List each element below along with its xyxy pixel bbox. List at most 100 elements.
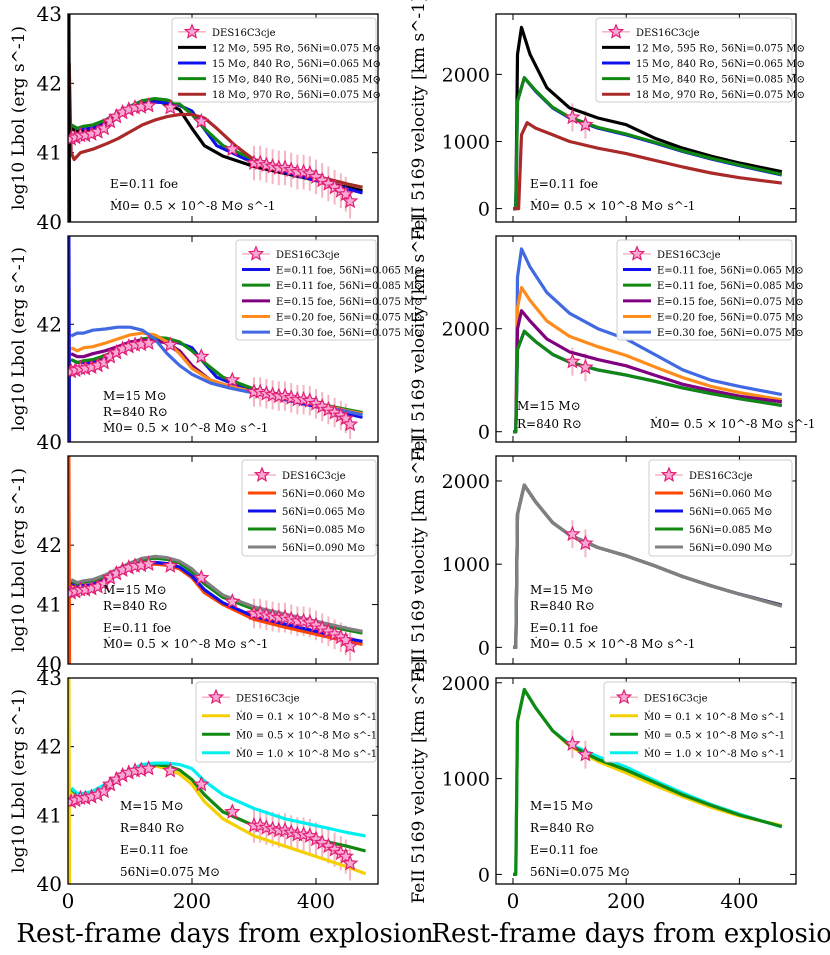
obs-star	[140, 96, 157, 113]
legend-entry: 56Ni=0.065 M⊙	[689, 507, 772, 518]
y-axis-label: FeII 5169 velocity [km s^-1]	[409, 216, 429, 461]
y-tick-label: 0	[478, 864, 490, 886]
y-tick-label: 1000	[442, 554, 490, 576]
legend-star-marker	[615, 688, 633, 705]
annotation-text: R=840 R⊙	[103, 599, 168, 613]
annotation-text: E=0.11 foe	[530, 621, 598, 635]
legend: DES16C3cje 56Ni=0.060 M⊙ 56Ni=0.065 M⊙ 56Ni…	[241, 459, 377, 557]
obs-star	[341, 637, 359, 654]
legend-entry: E=0.11 foe, 56Ni=0.085 M⊙	[657, 281, 804, 292]
obs-star	[193, 569, 210, 585]
legend-box	[616, 239, 793, 341]
series-line	[513, 247, 783, 434]
y-tick-label: 0	[478, 637, 490, 659]
obs-star	[577, 358, 594, 375]
legend-entry: 12 M⊙, 595 R⊙, 56Ni=0.075 M⊙	[212, 43, 381, 54]
obs-star	[577, 116, 594, 132]
y-tick-label: 43	[37, 666, 62, 690]
y-tick-label: 1000	[442, 769, 490, 791]
y-axis-label: FeII 5169 velocity [km s^-1]	[409, 0, 429, 241]
obs-star	[140, 334, 157, 351]
legend-entry: E=0.11 foe, 56Ni=0.085 M⊙	[276, 281, 423, 292]
x-tick-label: 200	[173, 889, 211, 913]
y-axis-label: log10 Lbol (erg s^-1)	[9, 468, 29, 652]
legend-entry: 56Ni=0.085 M⊙	[282, 525, 365, 536]
y-tick-label: 40	[37, 210, 62, 234]
panel-p8: 0 200 400 0 1000 2000 FeII 5169 velocity [km s…	[409, 658, 797, 913]
legend-entry: E=0.11 foe, 56Ni=0.065 M⊙	[657, 266, 804, 277]
annotation-text: M=15 M⊙	[120, 799, 184, 813]
annotation-text: M=15 M⊙	[103, 389, 167, 403]
annotation-text: 56Ni=0.075 M⊙	[120, 865, 220, 879]
x-axis-label-right: Rest-frame days from explosion	[431, 919, 830, 949]
annotation-text: Ṁ0= 0.5 × 10^-8 M⊙ s^-1	[103, 420, 268, 435]
legend-entry: Ṁ0 = 0.5 × 10^-8 M⊙ s^-1	[236, 729, 377, 741]
legend-entry: E=0.30 foe, 56Ni=0.075 M⊙	[657, 328, 804, 339]
obs-star	[564, 108, 581, 125]
legend-entry: DES16C3cje	[689, 471, 753, 482]
obs-star	[193, 775, 210, 792]
annotation-text: E=0.11 foe	[103, 621, 171, 635]
obs-star	[577, 746, 594, 762]
annotation-text: R=840 R⊙	[103, 405, 168, 419]
panel-frame	[67, 455, 379, 665]
annotation-text: 56Ni=0.075 M⊙	[530, 865, 630, 879]
legend-box	[603, 681, 793, 763]
panel-frame	[495, 455, 797, 665]
panel-p1: 40 41 42 43 log10 Lbol (erg s^-1) E=0.11 foe Ṁ…	[9, 2, 381, 234]
legend-box	[648, 459, 793, 557]
y-tick-label: 40	[37, 430, 62, 454]
legend-entry: 15 M⊙, 840 R⊙, 56Ni=0.085 M⊙	[212, 75, 381, 86]
panel-frame	[67, 235, 379, 443]
annotation-text: R=840 R⊙	[120, 821, 185, 835]
legend: DES16C3cje E=0.11 foe, 56Ni=0.065 M⊙ E=0.1…	[235, 239, 423, 341]
y-tick-label: 42	[37, 735, 62, 759]
legend-entry: 56Ni=0.060 M⊙	[689, 489, 772, 500]
plot-area	[68, 14, 363, 222]
legend-entry: E=0.15 foe, 56Ni=0.075 M⊙	[276, 297, 423, 308]
y-tick-label: 2000	[442, 673, 490, 695]
legend-entry: 56Ni=0.090 M⊙	[282, 543, 365, 554]
panel-p6: 0 1000 2000 FeII 5169 velocity [km s^-1] M=1…	[409, 437, 797, 683]
y-axis-label: log10 Lbol (erg s^-1)	[9, 26, 29, 210]
obs-star	[224, 140, 241, 157]
legend-entry: 56Ni=0.090 M⊙	[689, 543, 772, 554]
obs-star	[140, 555, 157, 572]
legend-entry: 15 M⊙, 840 R⊙, 56Ni=0.085 M⊙	[636, 75, 805, 86]
legend-entry: E=0.20 foe, 56Ni=0.075 M⊙	[276, 313, 423, 324]
obs-star	[341, 415, 359, 432]
legend: DES16C3cje E=0.11 foe, 56Ni=0.065 M⊙ E=0.1…	[616, 239, 804, 341]
annotation-text: E=0.11 foe	[110, 177, 178, 191]
legend-entry: Ṁ0 = 1.0 × 10^-8 M⊙ s^-1	[236, 748, 377, 760]
legend: DES16C3cje Ṁ0 = 0.1 × 10^-8 M⊙ s^-1 Ṁ0 = 0…	[195, 681, 377, 763]
annotation-text: M=15 M⊙	[530, 583, 594, 597]
legend: DES16C3cje 12 M⊙, 595 R⊙, 56Ni=0.075 M⊙ 15…	[595, 17, 805, 103]
legend-entry: Ṁ0 = 0.1 × 10^-8 M⊙ s^-1	[236, 711, 377, 723]
legend-entry: DES16C3cje	[236, 693, 300, 704]
obs-star	[193, 348, 210, 364]
y-tick-label: 1000	[442, 131, 490, 153]
legend-star-marker	[607, 23, 625, 39]
obs-star	[140, 760, 157, 776]
x-tick-label: 400	[720, 889, 758, 913]
panel-frame	[67, 13, 379, 223]
legend-entry: 56Ni=0.065 M⊙	[282, 507, 365, 518]
plot-area	[513, 483, 783, 649]
panel-p7: 0 200 400 40 41 42 43 log10 Lbol (erg s^-1) M=15…	[9, 666, 379, 913]
y-tick-label: 40	[37, 872, 62, 896]
legend-box	[195, 681, 377, 763]
annotation-text: M=15 M⊙	[517, 399, 581, 413]
legend-box	[235, 239, 377, 341]
legend-entry: E=0.20 foe, 56Ni=0.075 M⊙	[657, 313, 804, 324]
series-line	[513, 121, 783, 211]
legend-entry: E=0.11 foe, 56Ni=0.065 M⊙	[276, 266, 423, 277]
obs-star	[577, 534, 594, 551]
y-axis-label: FeII 5169 velocity [km s^-1]	[409, 437, 429, 682]
panel-p4: 0 2000 FeII 5169 velocity [km s^-1] M=15 M⊙…	[409, 216, 815, 461]
annotation-text: M=15 M⊙	[103, 583, 167, 597]
legend-entry: 18 M⊙, 970 R⊙, 56Ni=0.075 M⊙	[212, 90, 381, 101]
annotation-text: Ṁ0= 0.5 × 10^-8 M⊙ s^-1	[530, 636, 695, 651]
legend-star-marker	[207, 688, 225, 705]
plot-area	[68, 678, 367, 884]
